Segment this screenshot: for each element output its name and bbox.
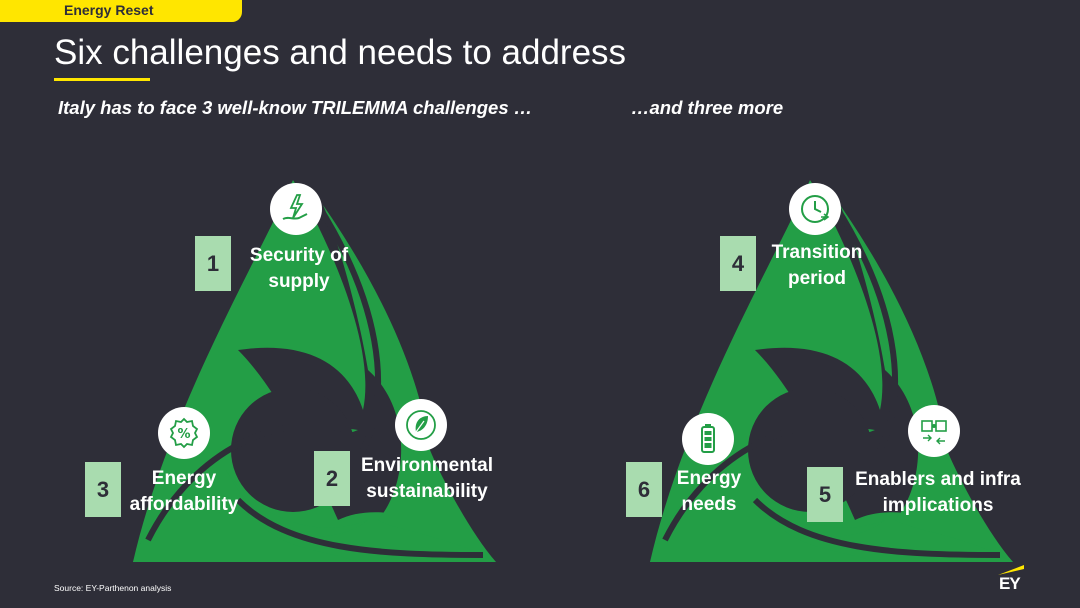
source-note: Source: EY-Parthenon analysis xyxy=(54,583,172,593)
leaf-icon xyxy=(395,399,447,451)
page-title: Six challenges and needs to address xyxy=(54,33,627,72)
challenge-number-4: 4 xyxy=(720,236,756,291)
section-tag-label: Energy Reset xyxy=(64,2,154,18)
ey-logo-beam-icon xyxy=(998,565,1024,575)
challenge-label-1: Security of supply xyxy=(249,245,349,292)
title-underline xyxy=(54,78,150,81)
battery-icon xyxy=(682,413,734,465)
percent-badge-icon: % xyxy=(158,407,210,459)
puzzle-icon xyxy=(908,405,960,457)
subtitle-right: …and three more xyxy=(631,97,784,118)
section-tag: Energy Reset xyxy=(0,0,242,22)
challenge-label-6: Energy needs xyxy=(676,468,742,515)
challenge-label-2: Environmental sustainability xyxy=(361,455,493,502)
challenge-number-3: 3 xyxy=(85,462,121,517)
challenge-label-5: Enablers and infra implications xyxy=(855,469,1021,516)
challenge-number-5: 5 xyxy=(807,467,843,522)
challenge-label-4: Transition period xyxy=(771,242,863,289)
hand-energy-icon xyxy=(270,183,322,235)
challenge-label-3: Energy affordability xyxy=(129,468,239,515)
challenge-number-1: 1 xyxy=(195,236,231,291)
svg-text:%: % xyxy=(177,427,190,442)
challenge-number-2: 2 xyxy=(314,451,350,506)
challenge-number-6: 6 xyxy=(626,462,662,517)
clock-icon xyxy=(789,183,841,235)
ey-logo: EY xyxy=(999,574,1021,593)
subtitle-left: Italy has to face 3 well-know TRILEMMA c… xyxy=(58,97,533,118)
